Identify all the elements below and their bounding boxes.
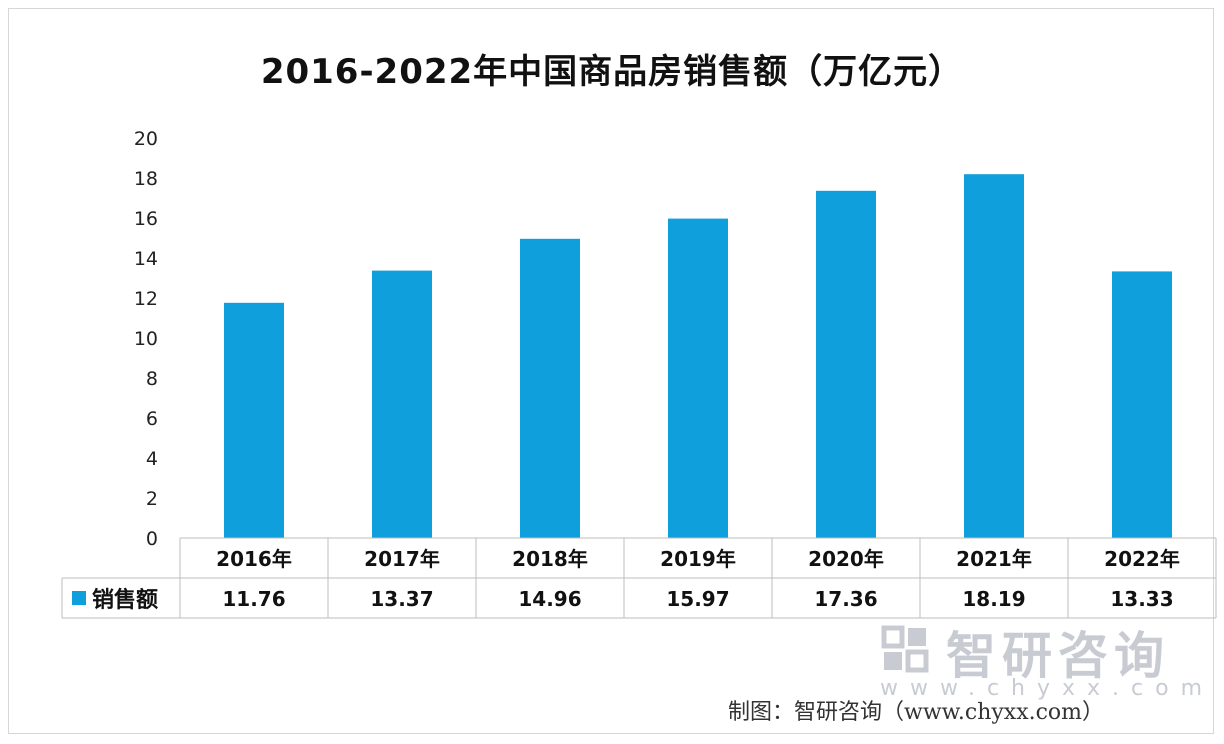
y-tick-label: 0 [146, 528, 158, 550]
data-value-label: 11.76 [222, 587, 285, 611]
y-tick-label: 8 [146, 368, 158, 390]
y-tick-label: 10 [134, 328, 158, 350]
data-value-label: 13.33 [1110, 587, 1173, 611]
data-value-label: 13.37 [370, 587, 433, 611]
source-note: 制图：智研咨询（www.chyxx.com） [728, 700, 1105, 725]
y-tick-label: 4 [146, 448, 158, 470]
category-label: 2021年 [956, 547, 1032, 571]
data-table: 2016年 11.76 2017年 13.37 2018年 14.96 2019年 15.97… [61, 537, 1217, 619]
brand-logo-icon [881, 625, 929, 673]
y-tick-label: 12 [134, 288, 158, 310]
category-label: 2022年 [1104, 547, 1180, 571]
category-label: 2017年 [364, 547, 440, 571]
bar-2017年 [372, 270, 432, 538]
y-axis: 0 2 4 6 8 10 12 14 16 18 20 [134, 128, 158, 550]
data-value-label: 14.96 [518, 587, 581, 611]
y-tick-label: 6 [146, 408, 158, 430]
bar-2022年 [1112, 271, 1172, 538]
category-label: 2019年 [660, 547, 736, 571]
bar-2021年 [964, 174, 1024, 538]
category-label: 2020年 [808, 547, 884, 571]
watermark-url: www.chyxx.com [880, 676, 1215, 701]
legend-swatch [72, 591, 86, 605]
legend-label: 销售额 [92, 587, 158, 613]
data-value-label: 18.19 [962, 587, 1025, 611]
category-label: 2018年 [512, 547, 588, 571]
bar-2018年 [520, 238, 580, 539]
y-tick-label: 20 [134, 128, 158, 150]
bar-2016年 [224, 302, 284, 538]
y-tick-label: 2 [146, 488, 158, 510]
data-value-label: 17.36 [814, 587, 877, 611]
y-tick-label: 18 [134, 168, 158, 190]
category-label: 2016年 [216, 547, 292, 571]
data-value-label: 15.97 [666, 587, 729, 611]
chart-title: 2016-2022年中国商品房销售额（万亿元） [260, 52, 964, 92]
bar-2019年 [668, 218, 728, 538]
bars-group [224, 174, 1172, 539]
y-tick-label: 14 [134, 248, 158, 270]
bar-2020年 [816, 190, 876, 539]
watermark-brand: 智研咨询 [946, 627, 1170, 685]
y-tick-label: 16 [134, 208, 158, 230]
